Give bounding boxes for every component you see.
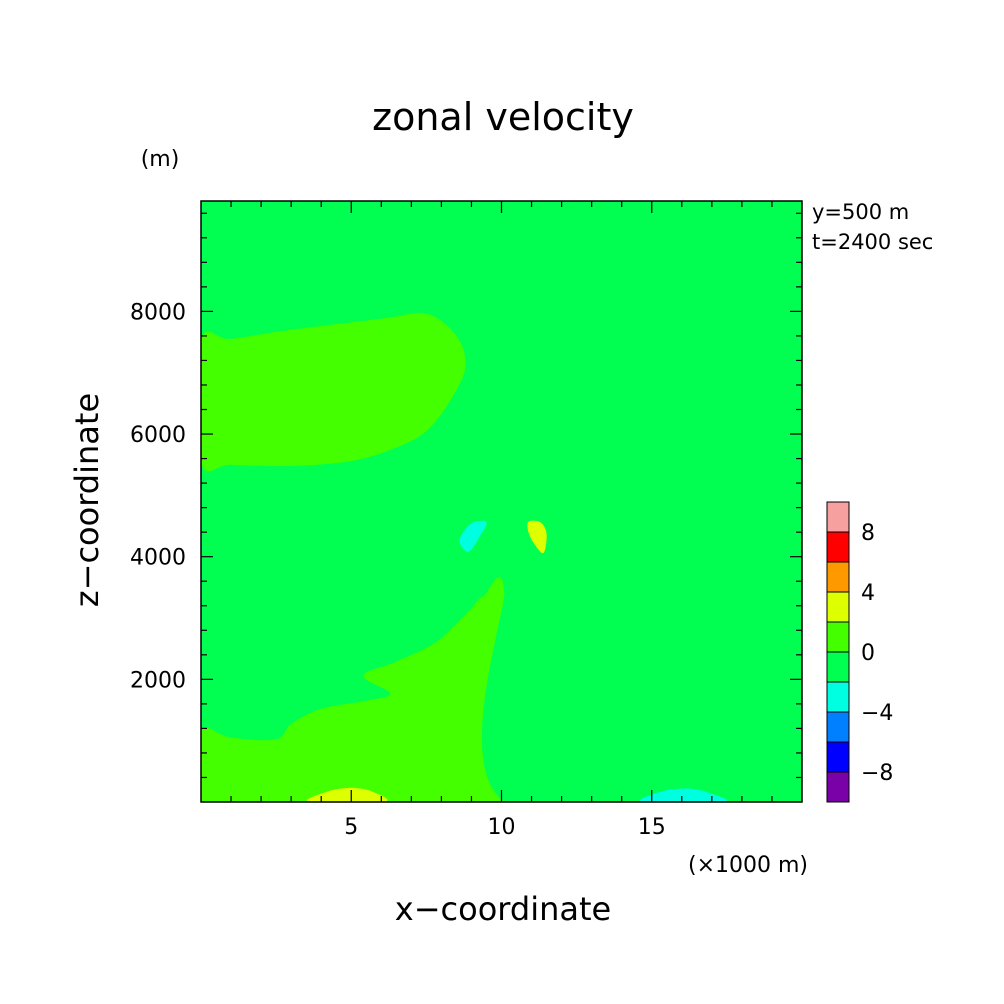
y-axis-label: z−coordinate xyxy=(68,393,106,607)
colorbar-swatch xyxy=(826,561,850,593)
plot-area xyxy=(200,200,803,803)
colorbar-tick-label: −8 xyxy=(861,761,893,786)
x-tick-label: 10 xyxy=(488,815,516,840)
y-axis-units: (m) xyxy=(141,147,180,172)
colorbar-tick-label: 0 xyxy=(861,641,875,666)
contour-region-positive-band-left-upper xyxy=(201,313,466,472)
colorbar-tick-label: 8 xyxy=(861,521,875,546)
colorbar-swatch xyxy=(826,591,850,623)
colorbar-swatch xyxy=(826,621,850,653)
y-tick-label: 4000 xyxy=(130,546,186,571)
contour-region-negative-notch-lower-right xyxy=(482,577,802,802)
x-axis-label: x−coordinate xyxy=(395,890,611,928)
colorbar-swatch xyxy=(826,771,850,803)
colorbar: −8 −4 0 4 8 xyxy=(826,501,893,803)
contour-region-positive-blob-center-right xyxy=(527,520,547,554)
annotation-y: y=500 m xyxy=(812,200,909,224)
colorbar-swatch xyxy=(826,651,850,683)
contour-region-positive-half-lower-left xyxy=(201,577,528,802)
colorbar-tick-label: −4 xyxy=(861,701,893,726)
contour-region-negative-blob-center-left xyxy=(459,520,487,552)
colorbar-swatch xyxy=(826,681,850,713)
contour-region-negative-band-right-upper xyxy=(536,313,802,476)
chart-title: zonal velocity xyxy=(372,95,634,139)
x-tick-label: 15 xyxy=(638,815,666,840)
colorbar-swatch xyxy=(826,531,850,563)
x-axis-units: (×1000 m) xyxy=(688,853,808,878)
colorbar-swatch xyxy=(826,711,850,743)
contour-region-negative-bump-bottom-right xyxy=(640,788,728,802)
colorbar-tick-label: 4 xyxy=(861,581,875,606)
annotation-t: t=2400 sec xyxy=(812,230,933,254)
y-tick-label: 8000 xyxy=(130,300,186,325)
colorbar-swatch xyxy=(826,501,850,533)
y-tick-label: 6000 xyxy=(130,423,186,448)
contour-region-positive-bump-bottom-left xyxy=(306,787,388,802)
x-tick-label: 5 xyxy=(344,815,358,840)
y-tick-label: 2000 xyxy=(130,668,186,693)
y-axis-ticks: 2000 4000 6000 8000 xyxy=(130,212,802,779)
colorbar-swatch xyxy=(826,741,850,773)
x-axis-ticks: 5 10 15 xyxy=(230,201,773,840)
